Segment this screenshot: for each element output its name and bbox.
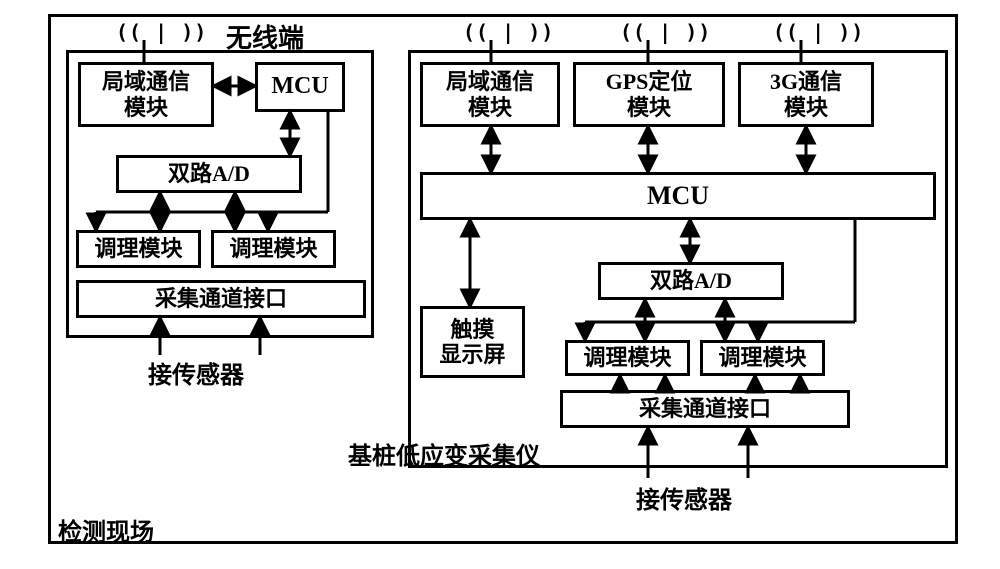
right-acq-box: 采集通道接口 (560, 390, 850, 428)
right-sensor-label: 接传感器 (636, 480, 732, 515)
right-cond1-box: 调理模块 (565, 340, 690, 376)
right-ad-box: 双路A/D (598, 262, 784, 300)
right-panel-label: 基桩低应变采集仪 (348, 436, 540, 471)
right-gps-box: GPS定位 模块 (573, 62, 725, 127)
antenna-icon: (( | )) (116, 20, 207, 44)
right-touch-box: 触摸 显示屏 (420, 306, 525, 378)
right-mcu-box: MCU (420, 172, 936, 220)
left-cond2-box: 调理模块 (211, 230, 336, 268)
antenna-icon: (( | )) (463, 20, 554, 44)
left-acq-box: 采集通道接口 (76, 280, 366, 318)
left-cond1-box: 调理模块 (76, 230, 201, 268)
left-ad-box: 双路A/D (116, 155, 302, 193)
right-cond2-box: 调理模块 (700, 340, 825, 376)
left-mcu-box: MCU (255, 62, 345, 112)
outer-label: 检测现场 (58, 512, 154, 547)
left-lan-comm-box: 局域通信 模块 (78, 62, 214, 127)
antenna-icon: (( | )) (773, 20, 864, 44)
right-lan-comm-box: 局域通信 模块 (420, 62, 560, 127)
antenna-icon: (( | )) (620, 20, 711, 44)
left-sensor-label: 接传感器 (148, 355, 244, 390)
right-3g-box: 3G通信 模块 (738, 62, 874, 127)
